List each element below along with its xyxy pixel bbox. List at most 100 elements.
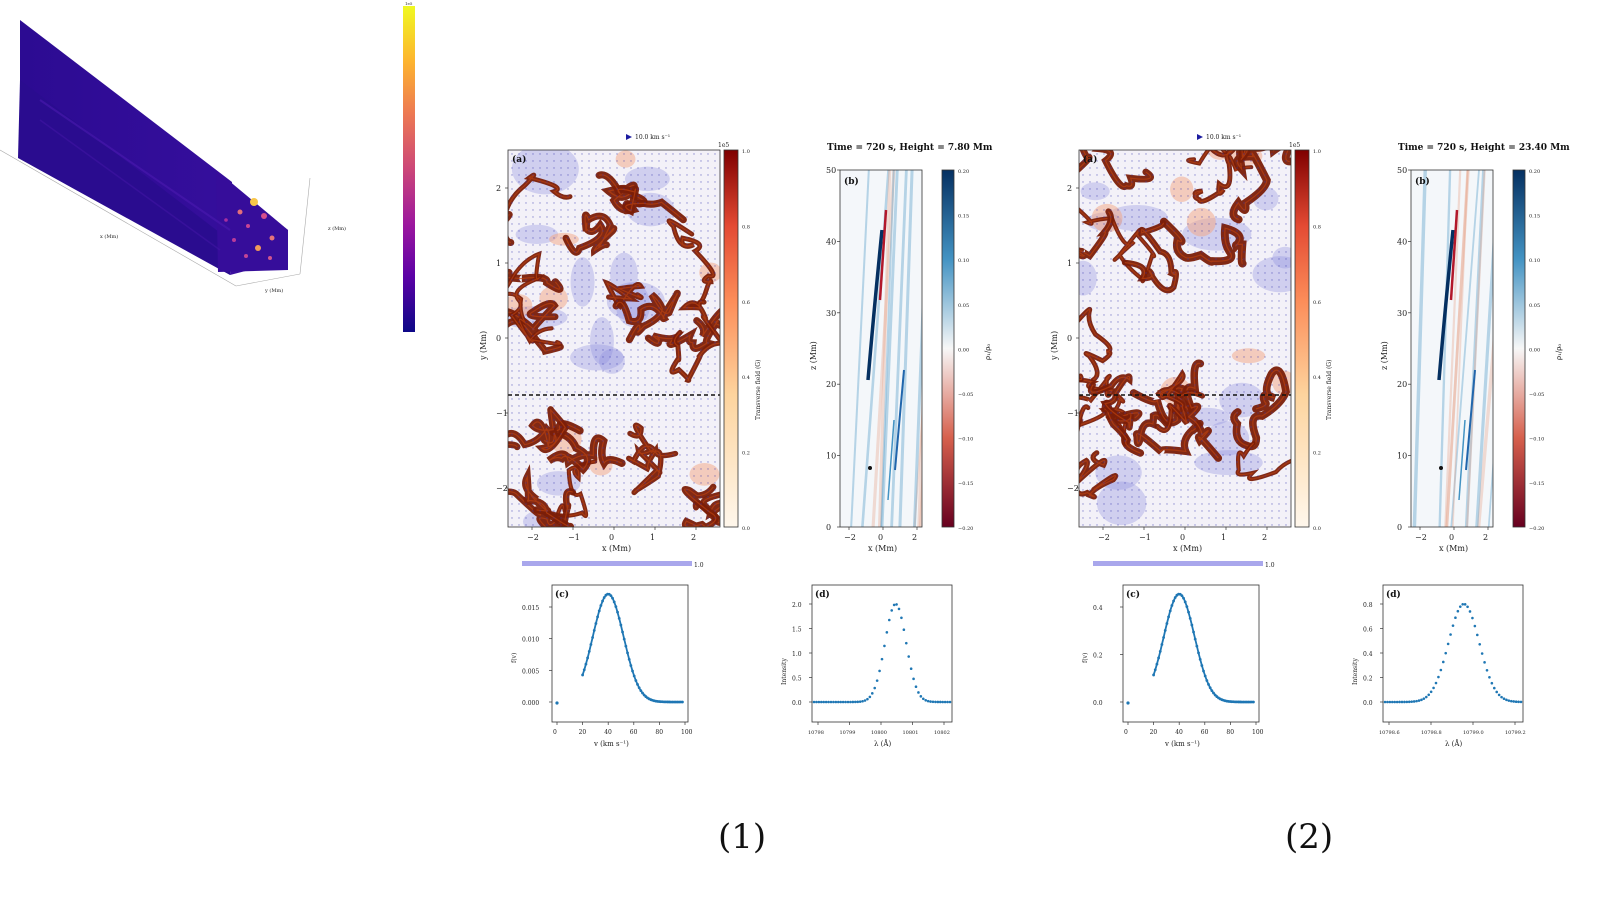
spectral-point	[902, 628, 906, 632]
transverse-field-map	[1079, 150, 1291, 526]
tz-cbar-tick: 0.15	[958, 214, 969, 220]
spectral-point	[924, 698, 928, 702]
spectral-point	[1412, 700, 1416, 703]
tz-title: Time = 720 s, Height = 23.40 Mm	[1398, 143, 1570, 153]
spectral-point	[1432, 686, 1435, 690]
map-xtick: 2	[691, 533, 696, 542]
spectral-point	[941, 700, 945, 704]
dist-ytick: 0.2	[1093, 653, 1103, 660]
tz-cbar-tick: 0.20	[958, 169, 969, 175]
velocity-distribution-curve	[581, 593, 683, 703]
dist-xtick: 80	[1226, 729, 1234, 736]
spectral-point	[851, 700, 855, 704]
panel-label-d: (d)	[815, 589, 830, 600]
tz-ytick: 0	[826, 523, 831, 532]
spectral-point	[909, 667, 913, 671]
line-xtick: 10802	[934, 730, 950, 736]
map-xtick: −1	[1139, 533, 1151, 542]
map-xtick: −2	[527, 533, 539, 542]
dist-ytick: 0.010	[522, 637, 539, 644]
hotspots	[224, 198, 275, 260]
simulation-box-3d: x (Mm) y (Mm) z (Mm)	[0, 20, 346, 294]
tz-ytick: 50	[1397, 166, 1407, 175]
spectral-point	[1497, 693, 1501, 697]
spectral-point	[926, 699, 930, 703]
line-xtick: 10801	[903, 730, 919, 736]
spectral-point	[1512, 700, 1516, 703]
spectral-point	[1514, 700, 1518, 703]
spectral-point	[1429, 690, 1433, 694]
map-xtick: 1	[1221, 533, 1226, 542]
tz-cbar-label: ρ₁/ρ₀	[1555, 344, 1563, 360]
map-xtick: −1	[568, 533, 580, 542]
dist-xlabel: v (km s⁻¹)	[593, 740, 629, 748]
box3d-x-label: x (Mm)	[100, 233, 118, 240]
spectral-point	[1483, 661, 1486, 664]
line-ytick: 0.0	[792, 700, 802, 707]
dist-xtick: 60	[630, 729, 638, 736]
dist-ytick: 0.4	[1093, 605, 1103, 612]
spectral-point	[1444, 651, 1448, 655]
spectral-point	[853, 700, 857, 704]
tz-xtick: 2	[912, 533, 917, 542]
map-cbar-unit: 1e5	[1289, 142, 1300, 149]
dist-ytick: 0.005	[522, 668, 539, 675]
spectral-point	[1519, 700, 1523, 704]
velocity-distribution-curve	[1152, 593, 1254, 703]
map-xtick: −2	[1098, 533, 1110, 542]
map-ylabel: y (Mm)	[479, 331, 488, 361]
map-cbar-tick: 1.0	[1313, 149, 1321, 155]
spectral-point	[1439, 668, 1443, 672]
spectral-point	[878, 669, 881, 673]
spectral-point	[929, 700, 932, 703]
vector-key-bottom: 1.0	[1265, 562, 1275, 569]
spectral-point	[834, 700, 838, 704]
spectral-point	[1456, 609, 1460, 613]
line-ytick: 0.2	[1363, 676, 1373, 683]
line-xtick: 10799.2	[1505, 730, 1526, 736]
line-ytick: 0.8	[1363, 602, 1373, 609]
spectral-point	[1492, 686, 1496, 690]
tz-ytick: 0	[1397, 523, 1402, 532]
map-cbar-tick: 0.6	[1313, 300, 1321, 306]
box3d-z-label: z (Mm)	[328, 225, 346, 232]
line-ytick: 0.5	[792, 676, 802, 683]
tz-cbar-tick: −0.05	[1529, 392, 1544, 398]
tz-ytick: 30	[826, 309, 836, 318]
spectral-point	[1468, 610, 1472, 613]
spectral-point	[815, 700, 818, 704]
line-xtick: 10798	[808, 730, 824, 736]
line-xtick: 10799.0	[1463, 730, 1484, 736]
line-xtick: 10798.8	[1421, 730, 1442, 736]
map-cbar-label: Transverse field (G)	[755, 360, 762, 420]
map-cbar-tick: 0.0	[742, 526, 750, 532]
spectral-point	[1471, 616, 1474, 620]
spectral-point	[829, 700, 833, 704]
spectral-point	[817, 700, 821, 704]
dist-ytick: 0.0	[1093, 700, 1103, 707]
map-xtick: 1	[650, 533, 655, 542]
tz-cbar-tick: 0.05	[1529, 303, 1540, 309]
spectral-point	[868, 695, 872, 699]
vector-key-bar	[1093, 561, 1263, 566]
map-xlabel: x (Mm)	[602, 544, 631, 553]
spectral-point	[917, 691, 920, 694]
vector-key-bottom: 1.0	[694, 562, 704, 569]
tz-background	[840, 170, 922, 527]
spectral-point	[1422, 697, 1426, 700]
vector-key-top: 10.0 km s⁻¹	[635, 134, 670, 141]
tz-xtick: 0	[1449, 533, 1454, 542]
map-xlabel: x (Mm)	[1173, 544, 1202, 553]
dist-xtick: 40	[604, 729, 612, 736]
dist-ylabel: f(v)	[511, 653, 518, 663]
tz-ytick: 40	[826, 237, 836, 246]
dist-xlabel: v (km s⁻¹)	[1164, 740, 1200, 748]
line-ytick: 1.0	[792, 651, 802, 658]
spectral-point	[1403, 700, 1406, 704]
spectral-point	[1480, 652, 1484, 655]
spectral-point	[934, 700, 937, 704]
spectral-point	[904, 641, 908, 645]
spectral-point	[883, 644, 886, 648]
